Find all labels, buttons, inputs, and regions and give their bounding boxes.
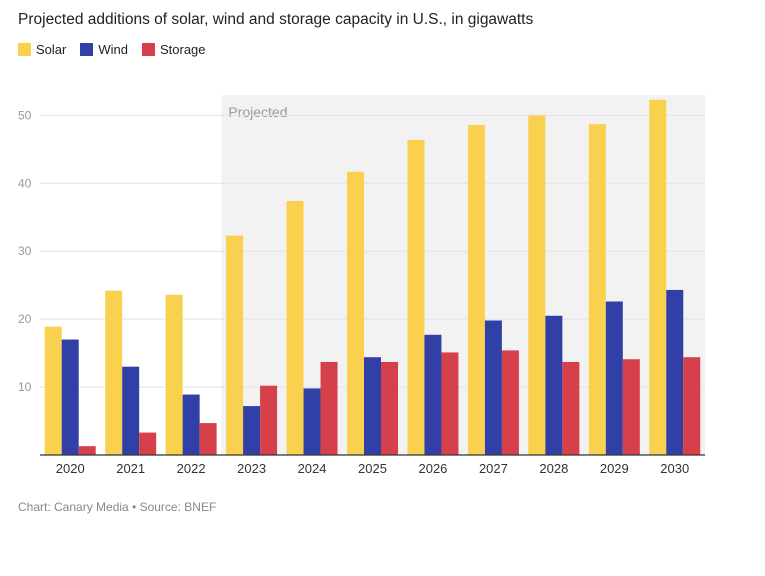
y-tick-label: 50 bbox=[18, 108, 32, 122]
bar-solar bbox=[105, 290, 123, 455]
bar-wind bbox=[243, 406, 261, 455]
bar-solar bbox=[528, 115, 546, 456]
y-tick-label: 30 bbox=[18, 244, 32, 258]
legend-label-solar: Solar bbox=[36, 42, 67, 57]
bar-storage bbox=[199, 423, 217, 455]
bar-solar bbox=[226, 235, 244, 455]
y-tick-label: 10 bbox=[18, 380, 32, 394]
bar-wind bbox=[122, 366, 140, 455]
legend-item-storage: Storage bbox=[141, 42, 206, 57]
bar-solar bbox=[286, 200, 304, 455]
x-tick-label: 2021 bbox=[116, 461, 145, 476]
bar-wind bbox=[61, 339, 79, 455]
x-tick-label: 2023 bbox=[237, 461, 266, 476]
bar-solar bbox=[347, 171, 364, 456]
legend-label-storage: Storage bbox=[159, 42, 206, 57]
chart-source: Chart: Canary Media • Source: BNEF bbox=[18, 500, 217, 514]
x-tick-label: 2022 bbox=[177, 461, 206, 476]
bar-storage bbox=[441, 352, 459, 455]
bar-wind bbox=[364, 357, 381, 455]
x-tick-label: 2025 bbox=[358, 461, 387, 476]
bar-wind bbox=[666, 289, 684, 455]
bar-solar bbox=[588, 124, 606, 455]
bar-wind bbox=[424, 334, 442, 455]
bar-storage bbox=[501, 350, 519, 455]
legend-swatch-storage bbox=[141, 43, 155, 56]
x-tick-label: 2028 bbox=[539, 461, 568, 476]
bar-storage bbox=[320, 361, 338, 455]
legend: Solar Wind Storage bbox=[18, 42, 220, 57]
chart-title: Projected additions of solar, wind and s… bbox=[18, 11, 534, 28]
bar-storage bbox=[381, 361, 398, 455]
y-tick-label: 40 bbox=[18, 176, 32, 190]
x-tick-label: 2020 bbox=[56, 461, 85, 476]
legend-swatch-wind bbox=[80, 43, 94, 56]
projected-label: Projected bbox=[228, 104, 287, 120]
legend-swatch-solar bbox=[18, 43, 31, 56]
bar-solar bbox=[649, 99, 667, 456]
bar-storage bbox=[78, 446, 96, 455]
bar-solar bbox=[165, 294, 183, 455]
legend-item-wind: Wind bbox=[80, 42, 128, 57]
bar-wind bbox=[303, 388, 321, 455]
bar-wind bbox=[484, 320, 502, 455]
bar-storage bbox=[683, 357, 701, 455]
bar-solar bbox=[407, 139, 425, 455]
bar-storage bbox=[562, 361, 580, 455]
x-tick-label: 2027 bbox=[479, 461, 508, 476]
x-tick-label: 2029 bbox=[600, 461, 629, 476]
bar-wind bbox=[182, 394, 200, 455]
bar-wind bbox=[605, 301, 623, 455]
bar-storage bbox=[622, 359, 640, 455]
x-tick-label: 2030 bbox=[660, 461, 689, 476]
x-tick-label: 2026 bbox=[418, 461, 447, 476]
x-tick-label: 2024 bbox=[298, 461, 327, 476]
bar-storage bbox=[260, 385, 278, 455]
legend-item-solar: Solar bbox=[18, 42, 66, 57]
y-tick-label: 20 bbox=[18, 312, 32, 326]
bar-storage bbox=[139, 432, 157, 455]
bar-wind bbox=[545, 315, 563, 455]
legend-label-wind: Wind bbox=[98, 42, 128, 57]
bar-solar bbox=[44, 326, 62, 455]
bar-solar bbox=[467, 124, 485, 456]
